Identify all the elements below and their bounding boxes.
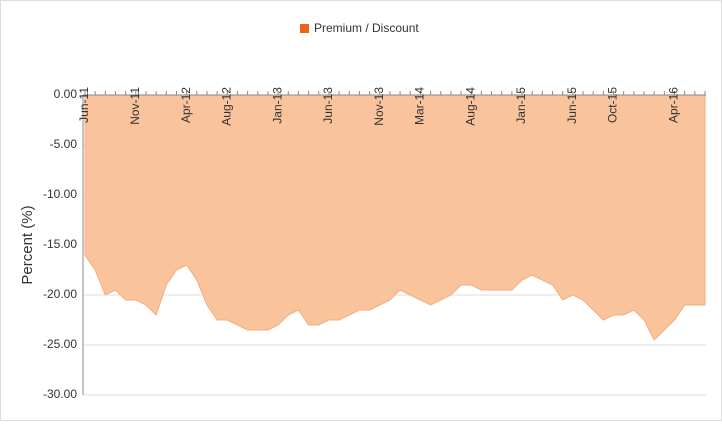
y-tick-label: -10.00	[43, 187, 77, 201]
y-tick-label: 0.00	[54, 87, 78, 101]
x-tick-label: Oct-15	[606, 87, 620, 123]
x-tick-label: Aug-12	[219, 87, 233, 126]
x-tick-label: Jun-15	[565, 87, 579, 124]
y-axis-label: Percent (%)	[19, 205, 36, 284]
y-tick-label: -30.00	[43, 387, 77, 401]
y-tick-label: -15.00	[43, 237, 77, 251]
x-tick-label: Mar-14	[413, 87, 427, 125]
x-tick-label: Aug-14	[463, 87, 477, 126]
y-tick-label: -5.00	[50, 137, 78, 151]
legend-swatch	[300, 24, 309, 33]
x-tick-label: Jan-15	[514, 87, 528, 124]
x-tick-label: Nov-11	[128, 87, 142, 125]
area	[84, 94, 706, 341]
x-tick-label: Jan-13	[270, 87, 284, 124]
x-tick-label: Apr-16	[667, 87, 681, 123]
x-tick-label: Jun-11	[77, 87, 91, 123]
y-tick-label: -20.00	[43, 287, 77, 301]
x-tick-label: Apr-12	[179, 87, 193, 123]
legend-label: Premium / Discount	[314, 21, 419, 35]
y-tick-label: -25.00	[43, 337, 77, 351]
x-tick-label: Jun-13	[321, 87, 335, 124]
x-tick-label: Nov-13	[372, 87, 386, 126]
